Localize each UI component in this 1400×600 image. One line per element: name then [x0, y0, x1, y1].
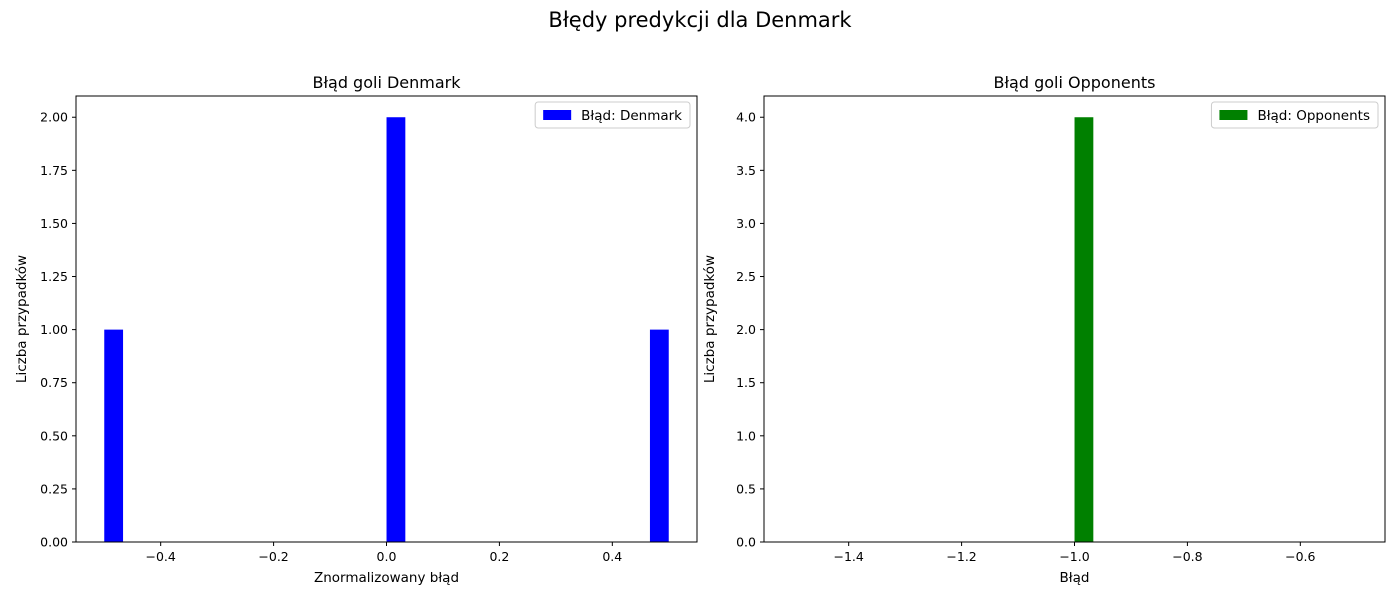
denmark-plot-frame	[75, 95, 698, 543]
chart-opponents: −1.4 −1.2 −1.0 −0.8 −0.6 0.0 0.5 1.0 1.5 2.0 2.5 3.…	[702, 73, 1386, 586]
denmark-legend: Błąd: Denmark	[534, 101, 691, 129]
denmark-plot-title: Błąd goli Denmark	[312, 73, 461, 92]
opponents-y-tick-label: 4.0	[736, 110, 756, 125]
opponents-x-tick-label: −0.6	[1285, 549, 1315, 564]
opponents-y-tick-label: 1.5	[736, 375, 756, 390]
opponents-y-tick-label: 0.0	[736, 535, 756, 550]
opponents-legend-swatch	[1219, 110, 1248, 120]
opponents-x-tick-label: −0.8	[1172, 549, 1202, 564]
opponents-plot-title: Błąd goli Opponents	[994, 73, 1156, 92]
opponents-legend-label: Błąd: Opponents	[1257, 108, 1370, 124]
denmark-y-tick-label: 1.00	[40, 322, 68, 337]
denmark-legend-swatch	[543, 110, 572, 120]
opponents-x-tick-label: −1.4	[834, 549, 864, 564]
denmark-x-axis-label: Znormalizowany błąd	[314, 570, 459, 586]
opponents-legend: Błąd: Opponents	[1210, 101, 1379, 129]
opponents-y-tick-label: 2.0	[736, 322, 756, 337]
denmark-y-tick-label: 1.50	[40, 216, 68, 231]
denmark-y-axis-label: Liczba przypadków	[14, 255, 30, 383]
denmark-bar-1	[386, 117, 406, 542]
denmark-y-tick-label: 1.75	[40, 163, 68, 178]
opponents-x-tick-label: −1.2	[946, 549, 976, 564]
opponents-y-tick-label: 2.5	[736, 269, 756, 284]
denmark-bar-0	[104, 329, 124, 542]
denmark-legend-box	[534, 101, 691, 129]
opponents-y-tick-label: 3.5	[736, 163, 756, 178]
chart-denmark: −0.4 −0.2 0.0 0.2 0.4 0.00 0.25 0.50 0.75 1.00 1.2…	[14, 73, 698, 586]
denmark-x-tick-label: 0.0	[377, 549, 397, 564]
denmark-legend-label: Błąd: Denmark	[581, 108, 682, 124]
opponents-x-axis-label: Błąd	[1060, 570, 1090, 586]
opponents-y-tick-label: 3.0	[736, 216, 756, 231]
denmark-y-tick-label: 0.00	[40, 535, 68, 550]
denmark-x-tick-label: 0.4	[602, 549, 622, 564]
opponents-y-tick-label: 0.5	[736, 481, 756, 496]
opponents-plot-frame	[763, 95, 1386, 543]
denmark-y-tick-label: 2.00	[40, 110, 68, 125]
denmark-x-tick-label: 0.2	[489, 549, 509, 564]
denmark-x-tick-label: −0.4	[146, 549, 176, 564]
denmark-y-tick-label: 1.25	[40, 269, 68, 284]
opponents-y-axis-label: Liczba przypadków	[702, 255, 718, 383]
opponents-legend-box	[1210, 101, 1379, 129]
denmark-x-tick-label: −0.2	[258, 549, 288, 564]
denmark-y-tick-label: 0.75	[40, 375, 68, 390]
denmark-y-tick-label: 0.25	[40, 481, 68, 496]
denmark-y-tick-label: 0.50	[40, 428, 68, 443]
opponents-y-tick-label: 1.0	[736, 428, 756, 443]
figure-title: Błędy predykcji dla Denmark	[548, 8, 852, 32]
opponents-bar-0	[1074, 117, 1094, 542]
denmark-bar-2	[649, 329, 669, 542]
opponents-x-tick-label: −1.0	[1059, 549, 1089, 564]
